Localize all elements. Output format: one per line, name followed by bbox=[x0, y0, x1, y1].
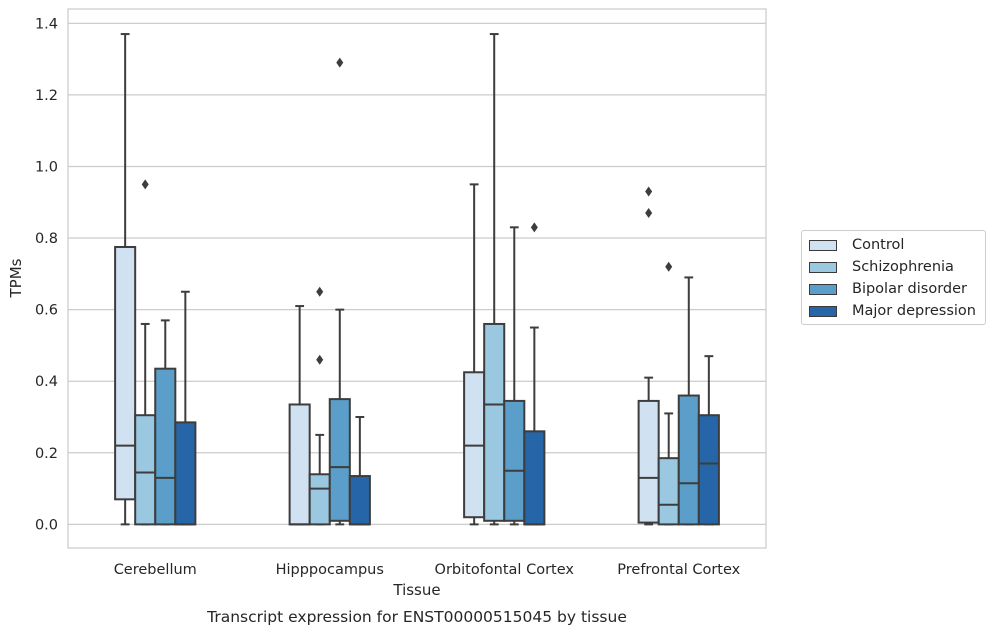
y-tick-label: 0.2 bbox=[35, 446, 58, 462]
y-tick-label: 0.6 bbox=[35, 303, 58, 319]
legend-label: Major depression bbox=[852, 303, 976, 319]
legend-swatch-schizophrenia bbox=[809, 261, 837, 273]
legend-swatch-bipolar-disorder bbox=[809, 283, 837, 295]
outlier-point bbox=[316, 354, 324, 365]
box bbox=[677, 394, 700, 526]
x-tick-label: Hipppocampus bbox=[276, 562, 384, 578]
box bbox=[657, 457, 680, 526]
legend-item-major-depression: Major depression bbox=[809, 301, 976, 321]
x-tick-label: Prefrontal Cortex bbox=[617, 562, 740, 578]
legend-label: Bipolar disorder bbox=[852, 281, 967, 297]
legend-swatch-major-depression bbox=[809, 305, 837, 317]
box bbox=[154, 367, 177, 526]
box bbox=[697, 414, 720, 526]
y-tick-label: 1.0 bbox=[35, 159, 58, 175]
y-tick-label: 0.4 bbox=[35, 374, 58, 390]
box bbox=[503, 399, 526, 522]
x-tick-label: Orbitofontal Cortex bbox=[435, 562, 575, 578]
box bbox=[523, 430, 546, 526]
legend-item-control: Control bbox=[809, 235, 904, 255]
y-axis-ticks: 0.0 0.2 0.4 0.6 0.8 1.0 1.2 1.4 bbox=[35, 16, 58, 533]
x-axis-ticks: Cerebellum Hipppocampus Orbitofontal Corte… bbox=[114, 562, 741, 578]
box bbox=[483, 322, 506, 522]
y-axis-label: TPMs bbox=[7, 258, 25, 298]
box bbox=[174, 421, 197, 526]
outlier-point bbox=[530, 222, 538, 233]
outlier-point bbox=[316, 286, 324, 297]
outlier-point bbox=[645, 186, 653, 197]
box bbox=[348, 475, 371, 526]
boxes bbox=[114, 33, 720, 526]
outlier-point bbox=[645, 208, 653, 219]
box bbox=[114, 246, 137, 501]
legend-item-bipolar-disorder: Bipolar disorder bbox=[809, 279, 967, 299]
box bbox=[308, 473, 331, 526]
box bbox=[328, 398, 351, 522]
legend-item-schizophrenia: Schizophrenia bbox=[809, 257, 954, 277]
legend: Control Schizophrenia Bipolar disorder M… bbox=[801, 230, 986, 325]
legend-swatch-control bbox=[809, 239, 837, 251]
y-tick-label: 1.4 bbox=[35, 16, 58, 32]
x-axis-label: Tissue bbox=[392, 581, 440, 599]
outlier-point bbox=[336, 57, 344, 68]
outlier-point bbox=[141, 179, 149, 190]
y-tick-label: 0.0 bbox=[35, 517, 58, 533]
y-tick-label: 1.2 bbox=[35, 88, 58, 104]
legend-label: Schizophrenia bbox=[852, 259, 954, 275]
box bbox=[637, 399, 660, 524]
box bbox=[134, 414, 157, 526]
chart-title: Transcript expression for ENST0000051504… bbox=[206, 608, 627, 626]
box bbox=[288, 403, 311, 526]
x-tick-label: Cerebellum bbox=[114, 562, 197, 578]
y-tick-label: 0.8 bbox=[35, 231, 58, 247]
legend-label: Control bbox=[852, 237, 905, 253]
outlier-point bbox=[665, 261, 673, 272]
